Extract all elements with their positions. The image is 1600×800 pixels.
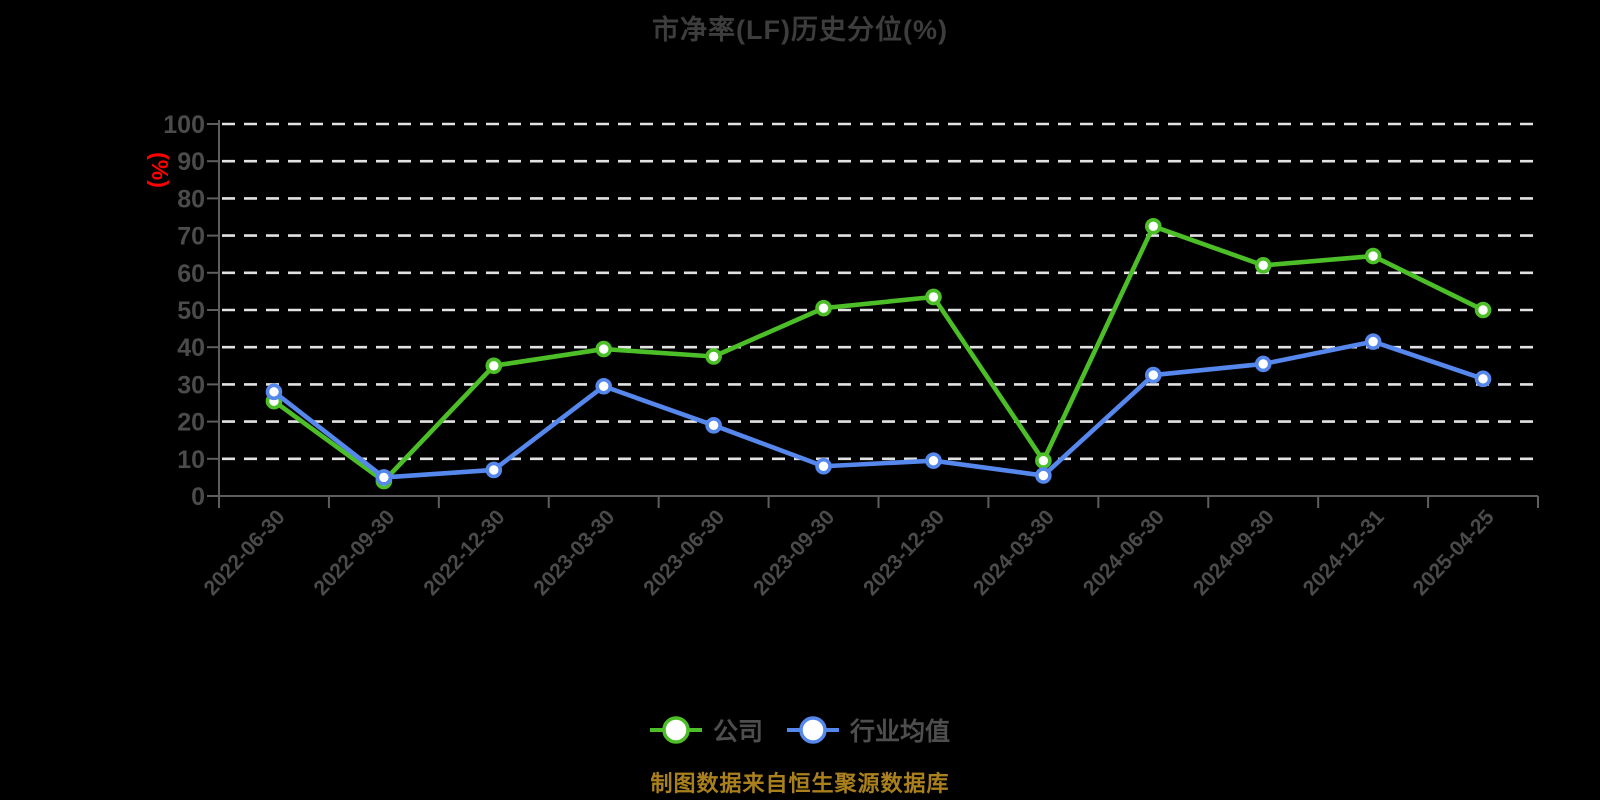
data-point-marker[interactable] [265,383,283,401]
x-tick-label: 2022-06-30 [200,506,290,600]
x-tick-label: 2023-12-30 [859,506,949,600]
x-tick-label: 2022-09-30 [309,506,399,600]
data-point-marker[interactable] [375,469,393,486]
data-point-marker[interactable] [1254,355,1272,373]
data-point-marker[interactable] [485,461,503,479]
y-tick-label: 20 [177,409,205,437]
x-tick-label: 2023-03-30 [529,506,619,600]
data-point-marker[interactable] [1254,257,1272,274]
legend: 公司 行业均值 [0,712,1600,748]
data-point-marker[interactable] [705,417,722,434]
y-tick-label: 100 [163,111,205,139]
data-point-marker[interactable] [1364,247,1382,265]
y-tick-label: 70 [177,223,205,251]
data-point-marker[interactable] [1474,301,1492,319]
x-tick-label: 2024-09-30 [1189,506,1279,600]
y-tick-label: 90 [177,148,205,176]
y-axis-unit-label: (%) [147,152,173,188]
x-tick-label: 2023-09-30 [749,506,839,600]
data-point-marker[interactable] [925,452,942,469]
x-tick-label: 2022-12-30 [419,506,509,600]
y-tick-label: 80 [177,185,205,213]
data-point-marker[interactable] [1474,370,1492,388]
x-tick-label: 2023-06-30 [639,506,729,600]
data-point-marker[interactable] [1035,467,1052,484]
chart-title: 市净率(LF)历史分位(%) [652,15,948,45]
data-point-marker[interactable] [705,348,722,365]
legend-item-series-0[interactable]: 公司 [649,712,763,748]
data-point-marker[interactable] [1364,333,1382,350]
data-source-note: 制图数据来自恒生聚源数据库 [650,771,950,796]
x-tick-label: 2024-12-31 [1299,505,1389,599]
data-point-marker[interactable] [815,457,832,475]
legend-label: 行业均值 [850,718,951,746]
data-point-marker[interactable] [925,288,942,306]
legend-marker-icon [649,716,702,744]
x-tick-label: 2024-03-30 [969,506,1059,600]
legend-marker-icon [787,716,839,744]
y-tick-label: 0 [191,483,205,511]
y-tick-label: 10 [177,446,205,474]
data-point-marker[interactable] [485,357,503,375]
data-point-marker[interactable] [1035,452,1052,469]
x-tick-label: 2025-04-25 [1409,505,1499,599]
data-point-marker[interactable] [595,340,613,358]
y-tick-label: 30 [177,371,205,399]
legend-label: 公司 [712,718,763,746]
x-tick-label: 2024-06-30 [1079,506,1169,600]
y-tick-label: 40 [177,334,205,362]
data-point-marker[interactable] [1144,366,1162,384]
data-point-marker[interactable] [815,299,832,317]
data-point-marker[interactable] [595,377,613,395]
series-line-0 [271,224,1486,484]
series-line-1 [271,339,1486,480]
y-tick-label: 50 [177,297,205,325]
data-point-marker[interactable] [1144,218,1162,235]
y-tick-label: 60 [177,260,205,288]
legend-item-series-1[interactable]: 行业均值 [787,712,950,748]
